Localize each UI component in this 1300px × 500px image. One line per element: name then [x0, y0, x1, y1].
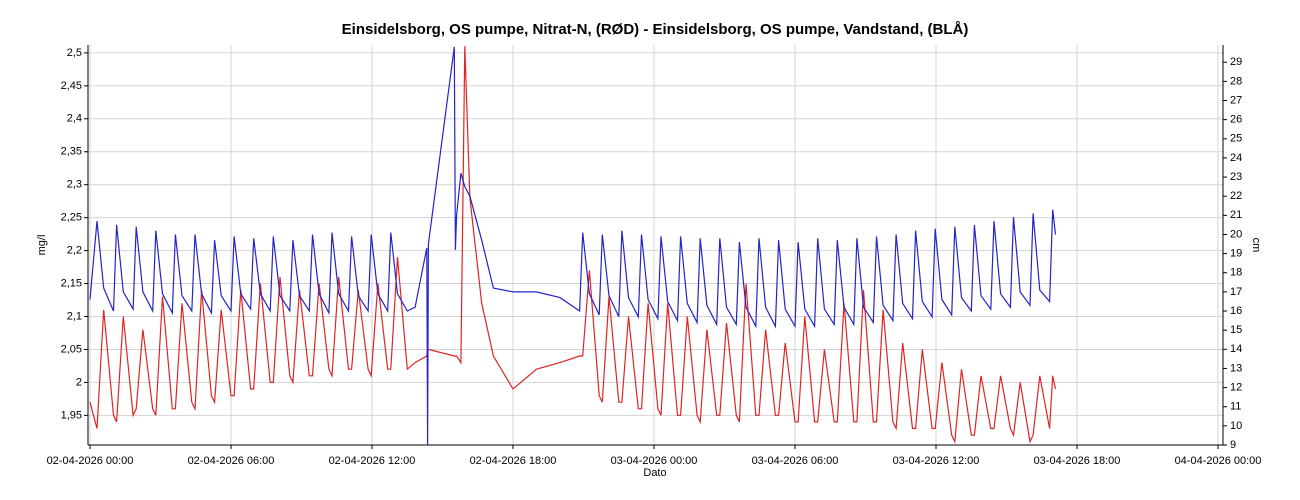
y2-tick-label: 13	[1230, 362, 1242, 374]
x-tick-label: 02-04-2026 12:00	[329, 455, 416, 467]
y2-tick-label: 16	[1230, 305, 1242, 317]
y-tick-label: 2,45	[61, 80, 82, 92]
y2-tick-label: 17	[1230, 286, 1242, 298]
y2-tick-label: 15	[1230, 324, 1242, 336]
y2-tick-label: 25	[1230, 133, 1242, 145]
y-tick-label: 2,05	[61, 343, 82, 355]
y-tick-label: 2,4	[67, 113, 82, 125]
y2-tick-label: 14	[1230, 343, 1242, 355]
x-tick-label: 03-04-2026 18:00	[1034, 455, 1121, 467]
y2-axis-label: cm	[1250, 238, 1262, 253]
x-tick-label: 02-04-2026 18:00	[470, 455, 557, 467]
y-tick-label: 2,1	[67, 310, 82, 322]
y-axis-label: mg/l	[36, 235, 48, 256]
y-tick-label: 2	[76, 376, 82, 388]
y2-tick-label: 20	[1230, 228, 1242, 240]
y-tick-label: 1,95	[61, 409, 82, 421]
y-tick-label: 2,15	[61, 277, 82, 289]
x-tick-label: 03-04-2026 12:00	[893, 455, 980, 467]
y2-tick-label: 10	[1230, 420, 1242, 432]
y2-tick-label: 19	[1230, 248, 1242, 260]
y2-tick-label: 28	[1230, 75, 1242, 87]
x-tick-label: 02-04-2026 06:00	[188, 455, 275, 467]
y2-tick-label: 21	[1230, 209, 1242, 221]
x-tick-label: 04-04-2026 00:00	[1175, 455, 1262, 467]
y-tick-label: 2,5	[67, 47, 82, 59]
x-axis-label: Dato	[643, 467, 666, 479]
y2-tick-label: 29	[1230, 56, 1242, 68]
y2-tick-label: 26	[1230, 114, 1242, 126]
y2-tick-label: 12	[1230, 381, 1242, 393]
y2-tick-label: 24	[1230, 152, 1242, 164]
x-tick-label: 02-04-2026 00:00	[47, 455, 134, 467]
y2-tick-label: 18	[1230, 267, 1242, 279]
x-tick-label: 03-04-2026 00:00	[611, 455, 698, 467]
y-tick-label: 2,2	[67, 245, 82, 257]
line-series	[89, 46, 1057, 446]
y2-tick-label: 23	[1230, 171, 1242, 183]
y-tick-label: 2,35	[61, 146, 82, 158]
y2-tick-label: 22	[1230, 190, 1242, 202]
y2-tick-label: 27	[1230, 94, 1242, 106]
y2-tick-label: 11	[1230, 401, 1241, 413]
x-tick-label: 03-04-2026 06:00	[752, 455, 839, 467]
chart-title: Einsidelsborg, OS pumpe, Nitrat-N, (RØD)…	[342, 21, 969, 38]
y2-tick-label: 9	[1230, 439, 1236, 451]
y-tick-label: 2,3	[67, 179, 82, 191]
y-tick-label: 2,25	[61, 212, 82, 224]
